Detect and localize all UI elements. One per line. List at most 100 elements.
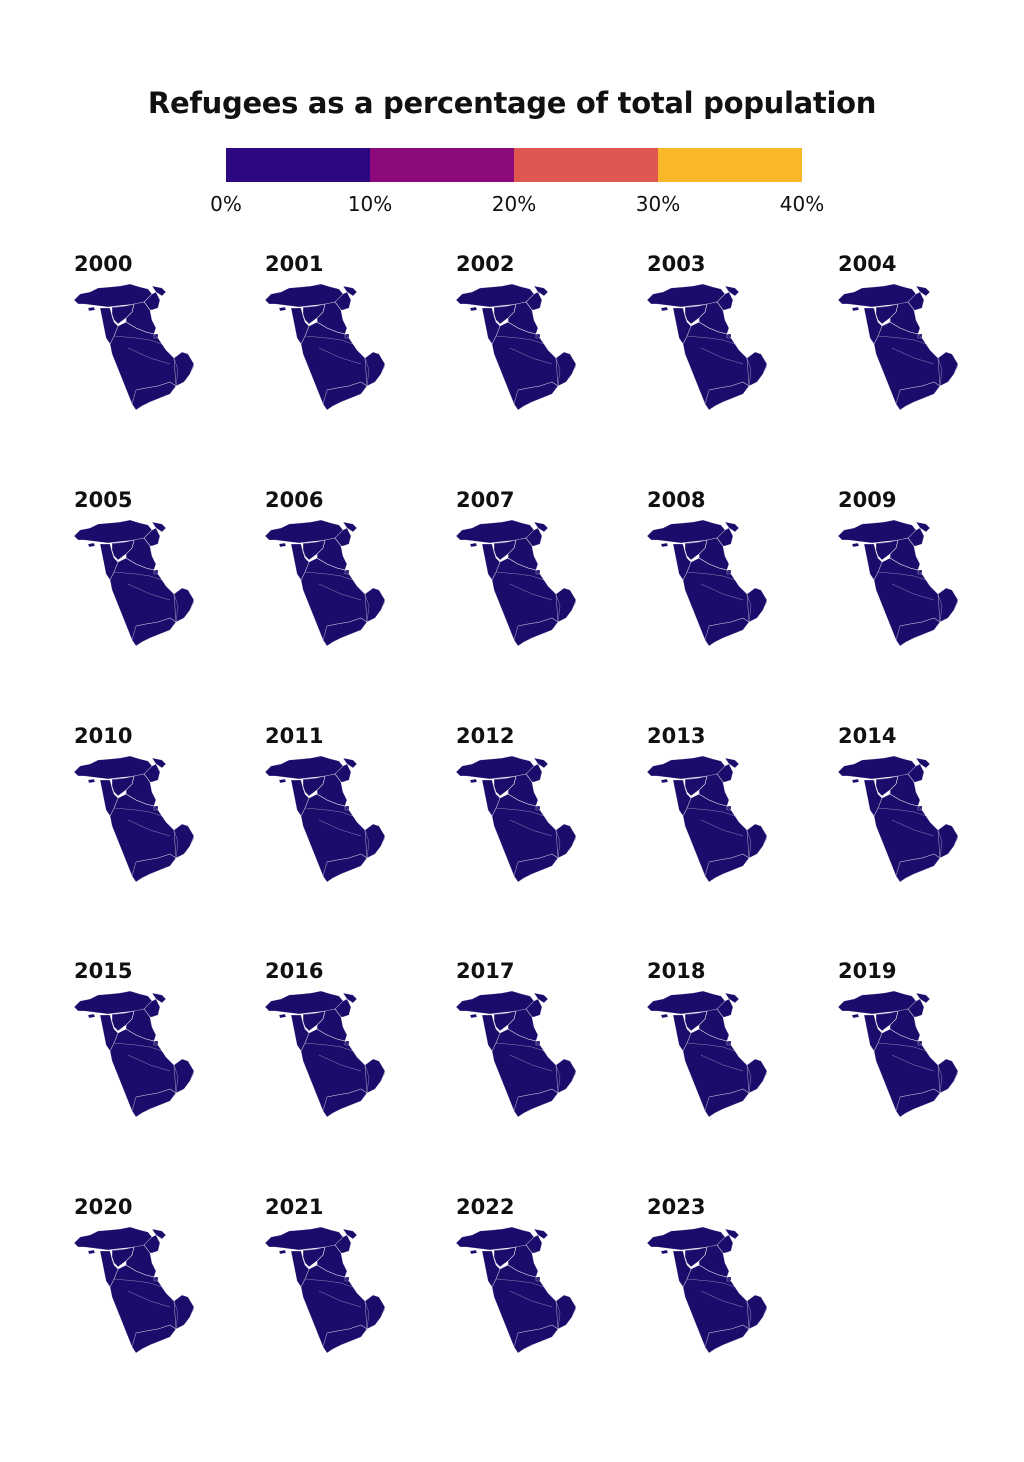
border-line [686, 1278, 736, 1288]
border-line [700, 583, 744, 601]
region-tail [342, 521, 358, 533]
border-line [125, 1010, 135, 1029]
region-northeast [907, 527, 925, 547]
border-line [125, 303, 135, 322]
region-map [455, 283, 577, 411]
year-panel-2018: 2018 [646, 959, 807, 1159]
region-tail [533, 992, 549, 1004]
border-line [499, 793, 509, 799]
region-cyprus [469, 542, 478, 548]
border-line [509, 347, 553, 365]
border-line [135, 381, 177, 391]
region-oman [937, 1058, 959, 1094]
border-line [125, 557, 155, 571]
border-line [507, 321, 537, 335]
border-line [726, 805, 732, 811]
border-line [517, 381, 559, 391]
border-line [686, 335, 736, 345]
border-line [517, 617, 559, 627]
border-line [491, 1010, 517, 1016]
border-line [125, 1246, 135, 1265]
year-panel-2005: 2005 [73, 488, 234, 688]
region-tail [342, 992, 358, 1004]
border-line [364, 593, 370, 623]
region-map [264, 519, 386, 647]
border-line [682, 775, 708, 781]
region-oman [173, 351, 195, 387]
region-northeast [525, 291, 543, 311]
region-tail [151, 521, 167, 533]
border-line [891, 1054, 935, 1072]
region-northeast [143, 291, 161, 311]
border-line [891, 583, 935, 601]
border-line [708, 1088, 750, 1098]
border-line [517, 853, 559, 863]
border-line [304, 1278, 354, 1288]
region-cyprus [87, 542, 96, 548]
year-panel-2013: 2013 [646, 724, 807, 924]
region-oman [173, 587, 195, 623]
region-oman [173, 1058, 195, 1094]
region-tail [915, 285, 931, 297]
border-line [135, 1088, 177, 1098]
border-line [889, 1010, 899, 1029]
border-line [173, 1064, 179, 1094]
border-line [937, 1064, 943, 1094]
region-cyprus [87, 1013, 96, 1019]
border-line [917, 569, 923, 575]
year-panel-2021: 2021 [264, 1195, 425, 1395]
region-northeast [143, 763, 161, 783]
border-line [726, 1040, 732, 1046]
legend-tick: 0% [210, 192, 242, 216]
border-line [873, 539, 899, 545]
border-line [881, 793, 891, 799]
region-map [646, 283, 768, 411]
year-panel-2001: 2001 [264, 252, 425, 452]
border-line [698, 1028, 728, 1042]
region-oman [555, 351, 577, 387]
region-map [73, 990, 195, 1118]
border-line [117, 557, 127, 563]
border-line [153, 569, 159, 575]
year-panel-2009: 2009 [837, 488, 998, 688]
border-line [698, 775, 708, 794]
region-cyprus [851, 778, 860, 784]
region-oman [364, 587, 386, 623]
border-line [507, 1010, 517, 1029]
region-northeast [907, 763, 925, 783]
year-panel-2006: 2006 [264, 488, 425, 688]
legend-tick: 30% [635, 192, 681, 216]
region-tail [151, 1228, 167, 1240]
border-line [316, 321, 346, 335]
border-line [726, 1276, 732, 1282]
region-map [646, 1226, 768, 1354]
border-line [708, 617, 750, 627]
border-line [344, 1040, 350, 1046]
region-northeast [143, 998, 161, 1018]
year-panel-2008: 2008 [646, 488, 807, 688]
legend-bin-30-40 [658, 148, 802, 182]
border-line [889, 557, 919, 571]
region-map [73, 755, 195, 883]
border-line [726, 333, 732, 339]
border-line [535, 805, 541, 811]
border-line [316, 1010, 326, 1029]
border-line [877, 571, 927, 581]
region-map [264, 1226, 386, 1354]
border-line [117, 1028, 127, 1034]
region-map [837, 519, 959, 647]
border-line [113, 1042, 163, 1052]
chart-title: Refugees as a percentage of total popula… [147, 86, 877, 120]
border-line [917, 333, 923, 339]
year-label: 2006 [265, 488, 324, 512]
border-line [917, 1040, 923, 1046]
region-map [455, 755, 577, 883]
border-line [899, 381, 941, 391]
year-label: 2017 [456, 959, 515, 983]
year-panel-2014: 2014 [837, 724, 998, 924]
border-line [304, 807, 354, 817]
year-label: 2010 [74, 724, 133, 748]
border-line [877, 335, 927, 345]
border-line [507, 775, 517, 794]
border-line [109, 303, 135, 309]
